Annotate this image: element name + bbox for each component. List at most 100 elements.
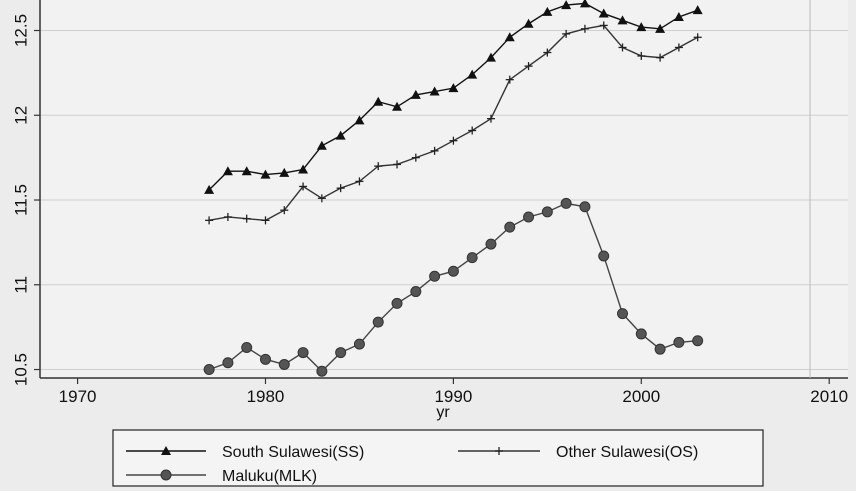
data-point: [241, 341, 253, 353]
data-point: [466, 252, 478, 264]
data-point: [336, 184, 345, 193]
y-gridlines: [40, 30, 848, 371]
y-tick-label: 10.5: [11, 353, 30, 386]
data-point: [561, 0, 572, 10]
data-point: [523, 211, 535, 223]
data-point: [468, 126, 477, 135]
data-point: [618, 43, 627, 52]
data-point: [391, 297, 403, 309]
legend-label: Maluku(MLK): [222, 468, 317, 485]
y-tick-label: 11: [11, 276, 30, 294]
data-point: [278, 358, 290, 370]
data-point: [241, 166, 252, 176]
data-point: [692, 335, 704, 347]
data-point: [411, 153, 420, 162]
data-point: [486, 114, 495, 123]
data-point: [485, 52, 496, 62]
data-point: [599, 21, 608, 30]
data-point: [259, 353, 271, 365]
data-point: [617, 15, 628, 25]
data-point: [504, 221, 516, 233]
x-tick-label: 2000: [622, 387, 660, 406]
data-point: [562, 29, 571, 38]
data-point: [373, 96, 384, 106]
data-point: [374, 162, 383, 171]
data-point: [222, 357, 234, 369]
data-point: [541, 206, 553, 218]
data-point: [354, 115, 365, 125]
data-point: [372, 316, 384, 328]
data-point: [579, 201, 591, 213]
legend-box: [112, 429, 764, 487]
data-point: [692, 5, 703, 15]
data-point: [655, 23, 666, 33]
data-point: [298, 164, 309, 174]
data-point: [317, 194, 326, 203]
data-point: [598, 250, 610, 262]
series-layer: [203, 0, 704, 377]
data-point: [524, 62, 533, 71]
data-point: [673, 336, 685, 348]
data-point: [656, 53, 665, 62]
data-point: [222, 166, 233, 176]
plot-area: [40, 0, 848, 378]
data-point: [485, 238, 497, 250]
y-tick-label: 12.5: [11, 14, 30, 47]
data-point: [260, 169, 271, 179]
x-tick-label: 1980: [247, 387, 285, 406]
data-point: [223, 212, 232, 221]
data-point: [204, 184, 215, 194]
data-point: [242, 214, 251, 223]
data-point: [447, 265, 459, 277]
data-point: [410, 89, 421, 99]
legend-entries: South Sulawesi(SS) Other Sulawesi(OS) Malu…: [126, 444, 698, 485]
data-point: [542, 6, 553, 16]
data-point: [637, 51, 646, 60]
legend-marker: [160, 469, 172, 481]
data-point: [430, 146, 439, 155]
data-point: [617, 308, 629, 320]
data-point: [205, 216, 214, 225]
data-point: [335, 130, 346, 140]
data-point: [203, 364, 215, 376]
data-point: [654, 343, 666, 355]
data-point: [410, 286, 422, 298]
y-tick-label: 11.5: [11, 184, 30, 216]
series-south-sulawesi: [204, 0, 703, 194]
x-axis-ticks: 1970 1980 1990 2000 2010: [59, 378, 848, 406]
data-point: [261, 216, 270, 225]
data-point: [429, 86, 440, 96]
data-point: [543, 48, 552, 57]
data-point: [693, 33, 702, 42]
data-point: [448, 83, 459, 93]
series-other-sulawesi: [205, 21, 702, 225]
data-point: [280, 206, 289, 215]
data-point: [353, 338, 365, 350]
data-point: [673, 11, 684, 21]
legend: South Sulawesi(SS) Other Sulawesi(OS) Malu…: [112, 429, 764, 487]
data-point: [674, 43, 683, 52]
data-point: [505, 75, 514, 84]
y-tick-label: 12: [11, 106, 30, 125]
data-point: [316, 140, 327, 150]
data-point: [598, 8, 609, 18]
data-point: [392, 101, 403, 111]
data-point: [523, 18, 534, 28]
x-tick-label: 1990: [434, 387, 472, 406]
data-point: [636, 22, 647, 32]
legend-marker: [161, 446, 171, 455]
data-point: [279, 167, 290, 177]
data-point: [635, 328, 647, 340]
data-point: [316, 365, 328, 377]
y-axis-ticks: 10.5 11 11.5 12 12.5: [11, 14, 40, 386]
legend-marker: [495, 447, 503, 455]
data-point: [579, 0, 590, 8]
data-point: [297, 347, 309, 359]
data-point: [429, 270, 441, 282]
data-point: [355, 177, 364, 186]
data-point: [393, 160, 402, 169]
data-point: [467, 69, 478, 79]
data-point: [299, 182, 308, 191]
legend-label: South Sulawesi(SS): [222, 444, 364, 461]
